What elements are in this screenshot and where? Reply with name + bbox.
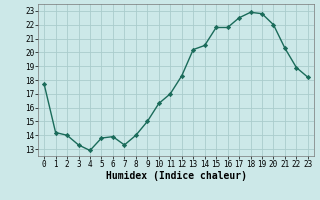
- X-axis label: Humidex (Indice chaleur): Humidex (Indice chaleur): [106, 171, 246, 181]
